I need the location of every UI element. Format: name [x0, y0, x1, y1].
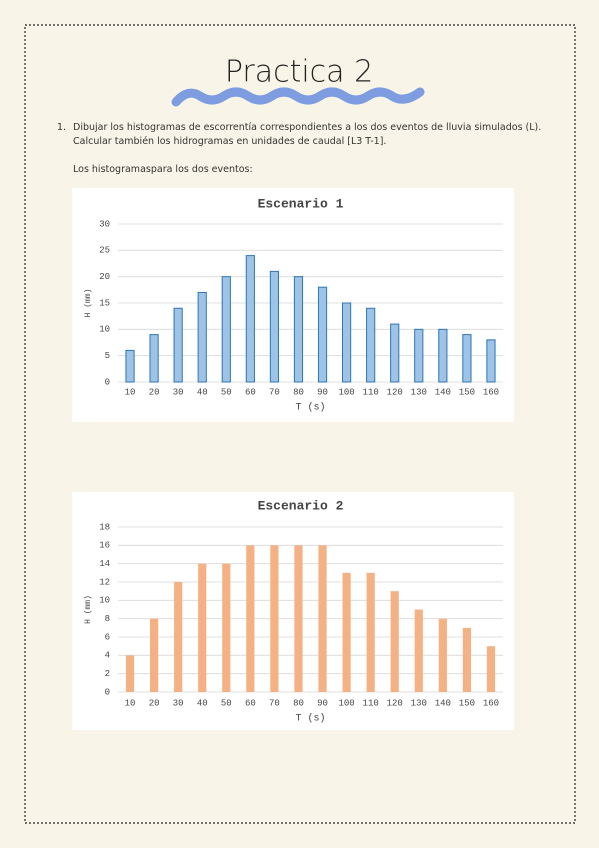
x-tick-label: 110	[363, 698, 379, 708]
bar	[149, 334, 159, 383]
bar	[270, 545, 279, 692]
bar	[438, 328, 448, 383]
x-tick-label: 100	[338, 698, 354, 708]
chart-title: Escenario 1	[258, 196, 344, 211]
x-tick-label: 160	[483, 387, 499, 397]
bar	[366, 572, 375, 692]
instruction: Dibujar los histogramas de escorrentía c…	[73, 122, 541, 133]
y-tick-label: 20	[99, 272, 110, 282]
bar	[221, 276, 231, 383]
bar	[197, 291, 207, 383]
y-tick-label: 8	[105, 614, 110, 624]
y-tick-label: 30	[99, 219, 110, 229]
chart-title: Escenario 2	[258, 498, 344, 513]
x-tick-label: 10	[125, 698, 136, 708]
x-tick-label: 40	[197, 698, 208, 708]
x-tick-label: 50	[221, 698, 232, 708]
y-axis-label: H (mm)	[84, 289, 93, 318]
y-tick-label: 2	[105, 669, 110, 679]
bar	[150, 618, 159, 692]
x-tick-label: 50	[221, 387, 232, 397]
title-decoration	[171, 87, 425, 107]
y-tick-label: 14	[99, 559, 110, 569]
bar	[293, 276, 304, 383]
x-tick-label: 90	[317, 698, 328, 708]
x-tick-label: 130	[411, 387, 427, 397]
y-tick-label: 6	[105, 632, 110, 642]
bar	[245, 255, 255, 383]
x-tick-label: 100	[338, 387, 354, 397]
chart-area	[72, 492, 514, 730]
bar	[438, 618, 447, 692]
bar	[246, 545, 255, 692]
bar	[125, 655, 135, 692]
instruction: Calcular también los hidrogramas en unid…	[73, 136, 386, 147]
bar	[125, 349, 135, 383]
bar	[269, 270, 279, 383]
x-tick-label: 20	[149, 387, 160, 397]
x-tick-label: 40	[197, 387, 208, 397]
x-tick-label: 70	[269, 698, 280, 708]
x-tick-label: 10	[125, 387, 136, 397]
y-tick-label: 12	[99, 577, 110, 587]
intro: Los histogramaspara los dos eventos:	[73, 164, 253, 175]
x-tick-label: 80	[293, 387, 304, 397]
x-tick-label: 120	[387, 387, 403, 397]
y-axis-label: H (mm)	[84, 595, 93, 624]
chart-area	[72, 188, 514, 422]
item-number: 1.	[57, 122, 66, 133]
bar	[390, 323, 400, 383]
bar	[173, 307, 183, 383]
y-tick-label: 5	[105, 351, 110, 361]
y-tick-label: 18	[99, 522, 110, 532]
bar	[318, 545, 327, 692]
x-tick-label: 70	[269, 387, 280, 397]
x-tick-label: 20	[149, 698, 160, 708]
page-title: Practica 2	[225, 55, 373, 90]
x-axis-label: T (s)	[295, 713, 325, 725]
x-tick-label: 60	[245, 698, 256, 708]
bar	[342, 302, 352, 383]
x-tick-label: 80	[293, 698, 304, 708]
y-tick-label: 25	[99, 246, 110, 256]
x-tick-label: 150	[459, 387, 475, 397]
x-tick-label: 120	[387, 698, 403, 708]
bar	[222, 563, 231, 692]
y-tick-label: 10	[99, 596, 110, 606]
bar	[174, 582, 183, 692]
bar	[414, 328, 424, 383]
x-tick-label: 130	[411, 698, 427, 708]
bar	[486, 339, 496, 383]
x-tick-label: 110	[363, 387, 379, 397]
bar	[317, 286, 328, 383]
page-border	[24, 24, 576, 824]
y-tick-label: 0	[105, 377, 110, 387]
bar	[366, 307, 376, 383]
x-tick-label: 60	[245, 387, 256, 397]
y-tick-label: 10	[99, 325, 110, 335]
bar	[462, 627, 471, 692]
x-tick-label: 90	[317, 387, 328, 397]
bar	[462, 334, 472, 383]
x-tick-label: 140	[435, 387, 451, 397]
bar	[486, 646, 496, 692]
y-tick-label: 4	[105, 651, 110, 661]
x-tick-label: 150	[459, 698, 475, 708]
x-tick-label: 30	[173, 387, 184, 397]
x-axis-label: T (s)	[295, 402, 325, 414]
y-tick-label: 0	[105, 687, 110, 697]
x-tick-label: 30	[173, 698, 184, 708]
x-tick-label: 160	[483, 698, 499, 708]
y-tick-label: 15	[99, 298, 110, 308]
bar	[342, 572, 351, 692]
bar	[390, 591, 399, 692]
bar	[294, 545, 303, 692]
y-tick-label: 16	[99, 541, 110, 551]
x-tick-label: 140	[435, 698, 451, 708]
bar	[198, 563, 207, 692]
bar	[414, 609, 423, 692]
